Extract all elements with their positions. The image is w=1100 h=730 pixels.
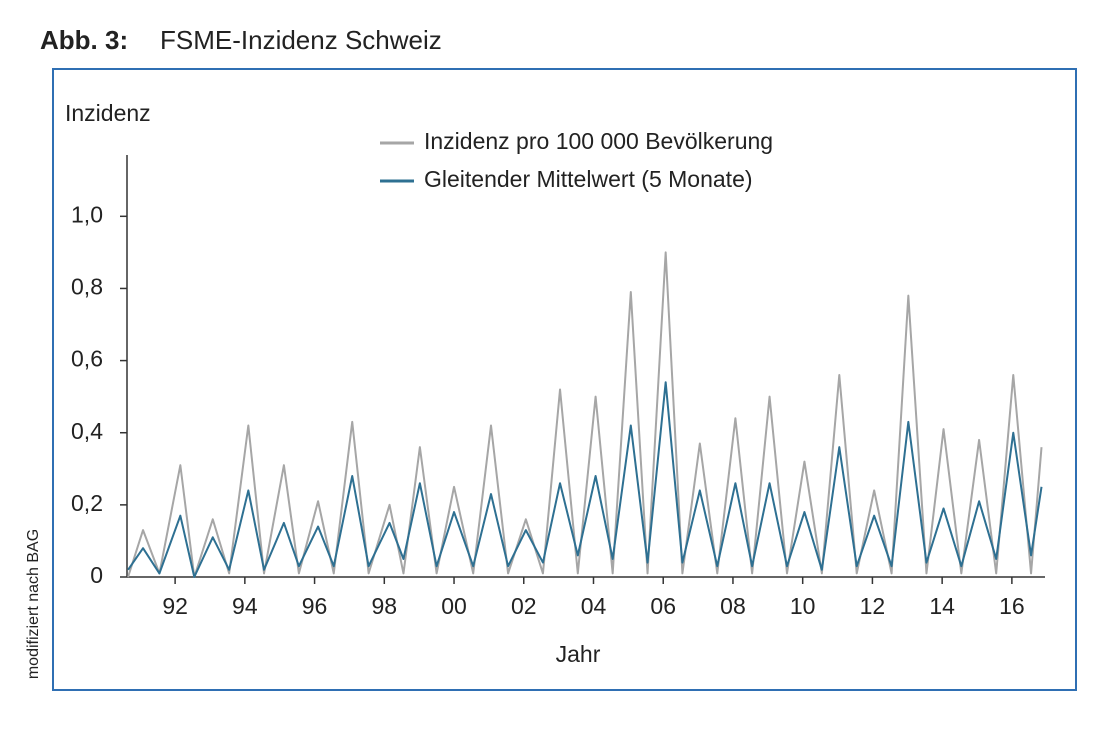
x-tick-label: 08	[720, 593, 746, 619]
y-tick-label: 0,6	[71, 346, 103, 372]
x-tick-label: 14	[929, 593, 955, 619]
x-tick-label: 98	[372, 593, 398, 619]
chart-title: FSME-Inzidenz Schweiz	[160, 25, 442, 55]
x-tick-label: 02	[511, 593, 537, 619]
y-tick-label: 0,2	[71, 490, 103, 516]
x-tick-label: 92	[162, 593, 188, 619]
y-tick-label: 1,0	[71, 201, 103, 227]
series-line	[127, 381, 1043, 578]
x-tick-label: 04	[581, 593, 607, 619]
series-line	[127, 251, 1043, 578]
frame	[52, 68, 1077, 691]
legend-label: Gleitender Mittelwert (5 Monate)	[424, 166, 753, 192]
y-tick-label: 0,8	[71, 274, 103, 300]
source-note: modifiziert nach BAG	[25, 529, 42, 679]
x-tick-label: 16	[999, 593, 1025, 619]
y-tick-label: 0	[90, 562, 103, 588]
figure-label: Abb. 3:	[40, 25, 128, 55]
y-axis-label: Inzidenz	[65, 100, 151, 126]
legend-label: Inzidenz pro 100 000 Bevölkerung	[424, 128, 773, 154]
x-tick-label: 12	[860, 593, 886, 619]
x-tick-label: 00	[441, 593, 467, 619]
x-axis-label: Jahr	[556, 641, 601, 667]
x-tick-label: 94	[232, 593, 258, 619]
x-tick-label: 96	[302, 593, 328, 619]
x-tick-label: 06	[650, 593, 676, 619]
x-tick-label: 10	[790, 593, 816, 619]
y-tick-label: 0,4	[71, 418, 103, 444]
